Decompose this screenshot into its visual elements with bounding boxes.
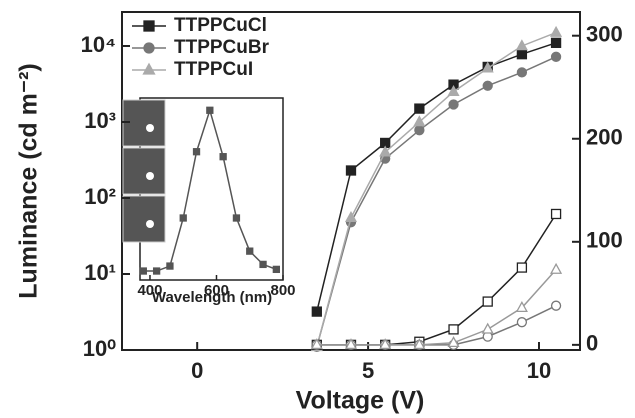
marker [482, 80, 493, 91]
marker [448, 324, 459, 335]
data-line [316, 269, 557, 346]
legend-label: TTPPCuBr [174, 37, 270, 58]
data-line [316, 56, 557, 348]
marker [310, 338, 323, 350]
marker [143, 42, 155, 54]
legend-label: TTPPCuCl [174, 15, 267, 36]
marker [481, 322, 494, 334]
marker [142, 62, 156, 75]
y-tick-label: 10³ [84, 108, 116, 133]
y2-tick-label: 100 [586, 228, 623, 253]
marker [344, 210, 358, 222]
marker [414, 103, 425, 114]
marker [447, 336, 460, 348]
legend-label: TTPPCuI [174, 59, 253, 80]
marker [219, 153, 227, 161]
inset-x-axis-title: Wavelength (nm) [152, 289, 272, 306]
marker [139, 267, 147, 275]
data-line [316, 42, 557, 312]
y-tick-label: 10⁰ [83, 336, 116, 361]
marker [379, 145, 392, 157]
marker [515, 301, 528, 313]
inset-x-tick-label: 800 [270, 282, 295, 299]
marker [516, 262, 528, 273]
marker [550, 37, 562, 48]
y-axis-title: Luminance (cd m⁻²) [15, 63, 43, 298]
marker [447, 84, 460, 96]
marker [246, 247, 254, 255]
marker [550, 262, 563, 274]
y2-tick-label: 300 [586, 22, 623, 47]
marker [550, 25, 563, 37]
marker [272, 265, 280, 274]
data-line [316, 31, 557, 348]
x-tick-label: 10 [527, 358, 551, 383]
device-photos [122, 99, 166, 243]
marker [345, 165, 357, 176]
x-tick-label: 5 [362, 358, 374, 383]
marker [179, 214, 187, 222]
marker [516, 49, 528, 60]
plot-frame [121, 11, 581, 351]
x-axis-title: Voltage (V) [296, 387, 425, 415]
y-tick-label: 10¹ [84, 260, 116, 285]
y-tick-label: 10⁴ [81, 32, 116, 57]
inset-x-tick-label: 600 [204, 282, 229, 299]
y-tick-label: 10² [84, 184, 116, 209]
marker [232, 214, 241, 222]
marker [515, 39, 528, 51]
marker [516, 317, 528, 328]
marker [481, 61, 494, 73]
marker [482, 296, 493, 307]
y2-tick-label: 0 [586, 331, 598, 356]
x-tick-label: 0 [191, 358, 203, 383]
inset-x-tick-label: 400 [137, 282, 162, 299]
marker [259, 260, 267, 269]
marker [413, 115, 426, 127]
marker [344, 338, 358, 350]
marker [448, 99, 459, 110]
marker [206, 106, 214, 114]
marker [550, 51, 562, 62]
marker [311, 306, 322, 317]
marker [379, 338, 392, 350]
y2-tick-label: 200 [586, 125, 623, 150]
marker [192, 148, 201, 156]
marker [152, 267, 161, 275]
marker [516, 67, 528, 78]
marker [143, 20, 155, 32]
marker [414, 125, 425, 136]
marker [550, 208, 562, 220]
marker [550, 300, 562, 311]
marker [413, 338, 426, 350]
marker [166, 262, 174, 270]
